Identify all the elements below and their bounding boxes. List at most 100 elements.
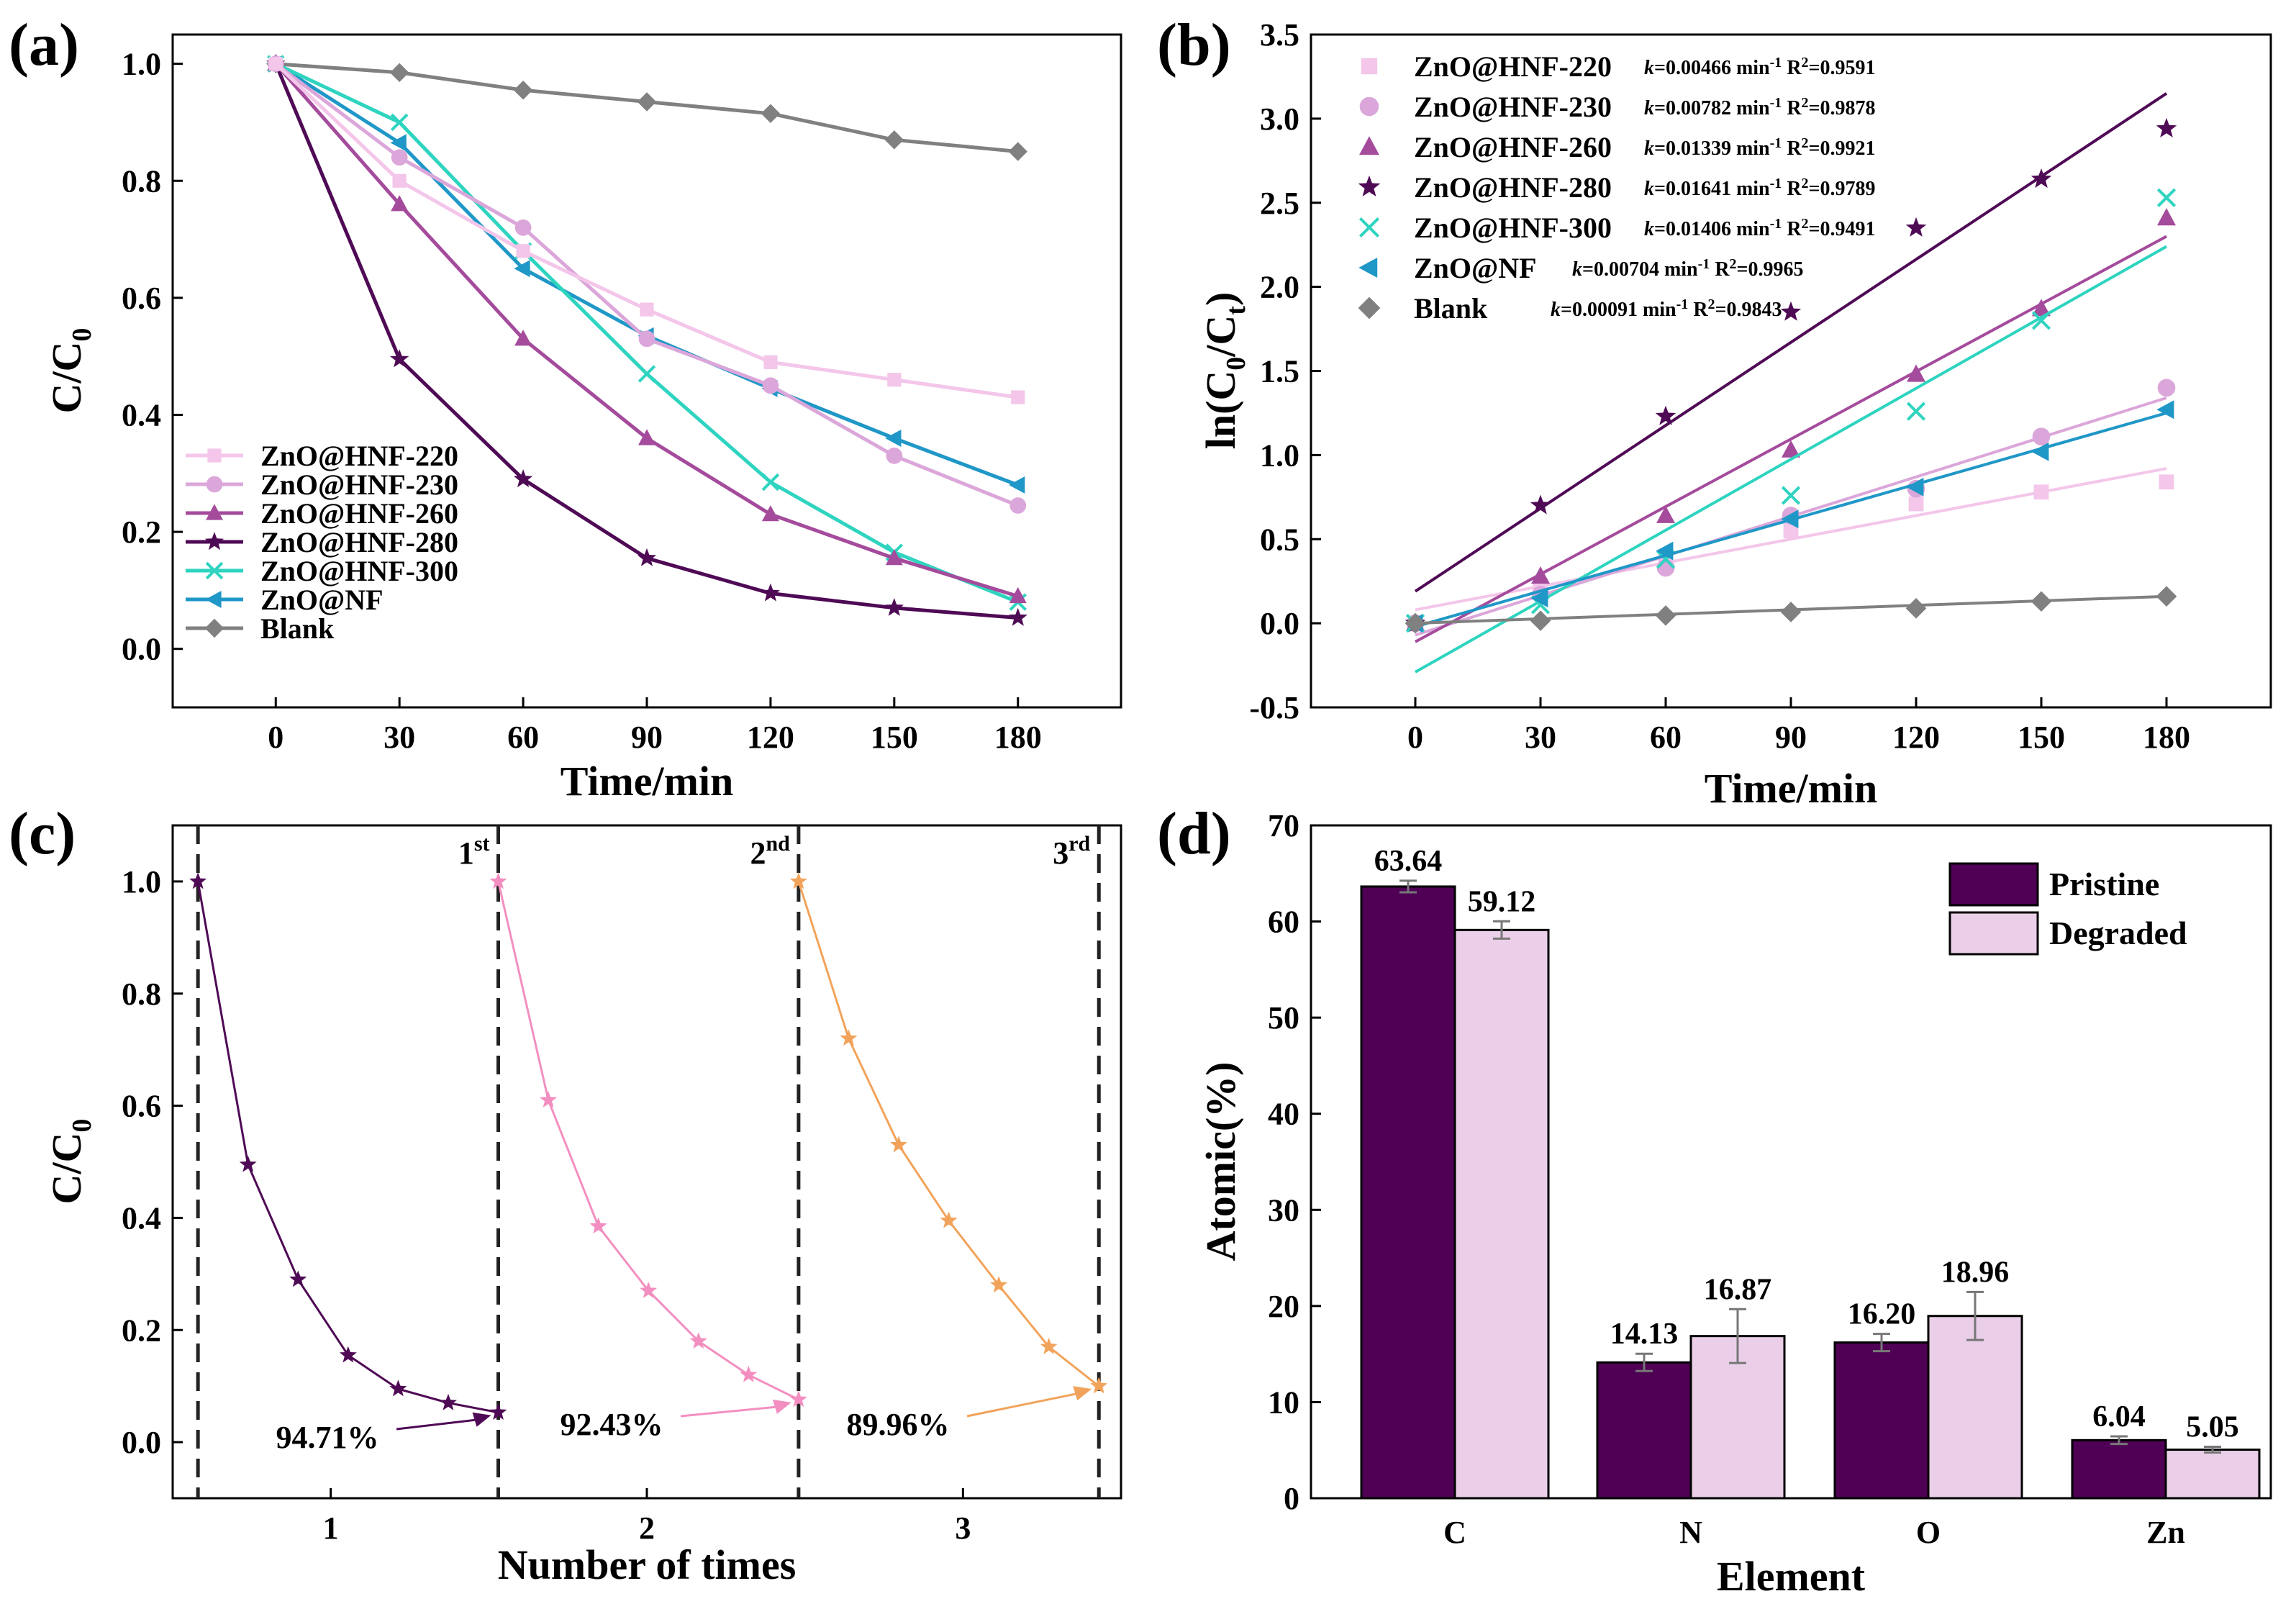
data-point [637,92,657,112]
legend-label: Pristine [2049,866,2159,902]
data-point [1905,217,1927,237]
legend-swatch [1948,911,2039,956]
data-point [1906,477,1924,497]
data-point [761,505,779,522]
panel-label-b: (b) [1157,12,1231,78]
bar-value-label: 5.05 [2186,1411,2239,1444]
y-tick-label: 20 [1268,1289,1299,1324]
data-point [789,872,807,889]
removal-annotation: 89.96% [847,1407,950,1442]
y-tick-label: 0.4 [122,1200,161,1236]
data-point [1781,486,1801,505]
bar-value-label: 14.13 [1610,1318,1679,1351]
data-point [640,302,654,317]
legend-marker [207,448,222,463]
data-point [2030,168,2052,189]
plot-frame-d [1310,824,2272,1500]
x-tick-label: 150 [2018,720,2065,755]
data-point [884,598,904,616]
data-point [2159,474,2174,490]
legend-marker [1359,96,1379,117]
legend-marker [1358,175,1381,196]
bar [2164,1449,2261,1500]
data-point [189,872,207,889]
legend-fit-stats: k=0.00466 min-1 R2=0.9591 [1644,55,1876,79]
y-tick-label: 70 [1268,808,1299,843]
data-point [1907,364,1925,382]
data-point [1783,523,1799,538]
y-tick-label: 3.5 [1260,17,1299,53]
legend-label: ZnO@HNF-300 [260,555,458,587]
annotation-arrowhead [772,1399,791,1414]
y-axis-title-c: C/C0 [43,1119,97,1205]
legend-label: ZnO@HNF-220 [260,440,458,472]
chart-b: 0 30 60 90 120 150 180 -0.5 0.0 0.5 1.0 1.5 2.0 2.5 3.… [1249,17,2190,755]
category-label: N [1679,1515,1702,1550]
legend-label: ZnO@HNF-280 [1414,171,1612,204]
y-tick-label: 1.0 [122,47,161,82]
data-point [390,113,409,132]
x-tick-label: 3 [955,1510,971,1546]
y-tick-label: 1.5 [1260,354,1299,389]
x-tick-label: 180 [994,720,1042,755]
data-point [1656,505,1675,523]
removal-annotation: 94.71% [276,1420,379,1455]
legend-marker [1358,217,1380,238]
bar-value-label: 16.87 [1704,1273,1772,1306]
data-point [1009,586,1027,604]
data-point [1656,541,1674,561]
bar [2071,1438,2167,1500]
data-point [2156,400,2174,420]
data-point [1782,440,1800,458]
y-tick-label: 0.0 [122,632,161,667]
x-tick-label: 2 [639,1510,655,1546]
chart-c: 1 2 3 0.0 0.2 0.4 0.6 0.8 1.0 1st 2nd 3rd 94.71% 92.4… [122,825,1108,1546]
legend-label: ZnO@HNF-280 [260,526,458,558]
y-tick-label: 0.6 [122,281,161,316]
legend-swatch [1948,862,2039,907]
data-point [1405,612,1426,634]
data-point [514,219,532,236]
data-point [1908,496,1924,512]
legend-label: ZnO@HNF-220 [1414,50,1612,83]
bar [1360,885,1456,1500]
bar [1833,1341,1930,1500]
legend-fit-stats: k=0.01339 min-1 R2=0.9921 [1644,135,1876,160]
x-tick-label: 120 [747,720,794,755]
category-label: Zn [2146,1515,2185,1550]
data-point [1530,610,1551,631]
data-point [514,330,532,346]
data-point [740,1365,758,1382]
removal-annotation: 92.43% [561,1407,663,1442]
x-axis-title-b: Time/min [1705,765,1878,812]
bar-value-label: 18.96 [1941,1256,2010,1289]
error-bar [1493,920,1510,940]
x-tick-label: 90 [1775,720,1807,755]
y-tick-label: 1.0 [1260,438,1299,473]
data-point [1011,390,1025,404]
y-tick-label: -0.5 [1249,690,1299,725]
legend-marker [205,561,224,580]
legend-marker [206,504,223,520]
data-point [637,548,657,566]
data-point [2031,311,2051,330]
data-point [389,63,409,83]
x-axis-title-d: Element [1717,1553,1866,1600]
data-point [2033,484,2049,500]
y-tick-label: 1.0 [122,864,161,900]
data-point [391,195,409,212]
legend-marker [1359,136,1379,155]
annotation-arrowhead [472,1412,491,1427]
y-axis-title-a: C/C0 [43,328,97,414]
x-tick-label: 1 [323,1510,339,1546]
x-tick-label: 90 [631,720,663,755]
x-axis-title-c: Number of times [498,1541,797,1588]
data-point [2032,427,2051,446]
x-tick-label: 150 [871,720,918,755]
bar [1596,1361,1692,1500]
data-point [1780,602,1802,622]
legend-fit-stats: k=0.01406 min-1 R2=0.9491 [1644,216,1876,240]
legend-marker [1358,296,1381,320]
data-point [1655,405,1676,425]
